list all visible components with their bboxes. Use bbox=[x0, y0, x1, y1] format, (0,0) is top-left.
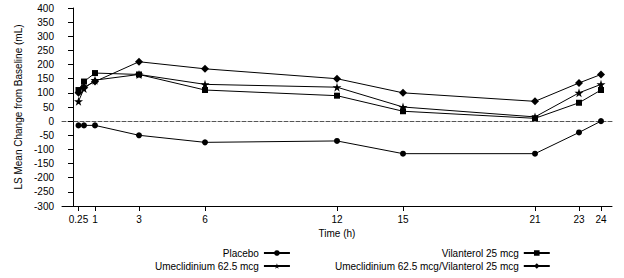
svg-text:Time (h): Time (h) bbox=[319, 228, 356, 239]
svg-text:Placebo: Placebo bbox=[223, 248, 260, 259]
svg-text:0.25: 0.25 bbox=[69, 214, 89, 225]
svg-text:15: 15 bbox=[397, 214, 409, 225]
svg-text:0: 0 bbox=[48, 116, 54, 127]
svg-text:50: 50 bbox=[43, 102, 55, 113]
svg-text:6: 6 bbox=[202, 214, 208, 225]
svg-text:-200: -200 bbox=[34, 172, 54, 183]
svg-text:-250: -250 bbox=[34, 186, 54, 197]
svg-text:150: 150 bbox=[37, 73, 54, 84]
svg-text:Umeclidinium 62.5 mcg: Umeclidinium 62.5 mcg bbox=[155, 261, 259, 272]
svg-text:24: 24 bbox=[595, 214, 607, 225]
svg-text:-100: -100 bbox=[34, 144, 54, 155]
svg-text:21: 21 bbox=[529, 214, 541, 225]
svg-text:100: 100 bbox=[37, 87, 54, 98]
svg-text:350: 350 bbox=[37, 17, 54, 28]
svg-text:3: 3 bbox=[136, 214, 142, 225]
svg-text:12: 12 bbox=[331, 214, 343, 225]
svg-text:Vilanterol 25 mcg: Vilanterol 25 mcg bbox=[442, 248, 519, 259]
svg-text:Umeclidinium 62.5 mcg/Vilanter: Umeclidinium 62.5 mcg/Vilanterol 25 mcg bbox=[335, 261, 519, 272]
svg-text:-300: -300 bbox=[34, 201, 54, 212]
svg-text:LS Mean Change from Baseline (: LS Mean Change from Baseline (mL) bbox=[13, 24, 24, 189]
svg-text:-50: -50 bbox=[40, 130, 55, 141]
svg-text:250: 250 bbox=[37, 45, 54, 56]
svg-text:200: 200 bbox=[37, 59, 54, 70]
svg-text:300: 300 bbox=[37, 31, 54, 42]
svg-text:-150: -150 bbox=[34, 158, 54, 169]
svg-text:400: 400 bbox=[37, 3, 54, 14]
svg-text:23: 23 bbox=[573, 214, 585, 225]
svg-text:1: 1 bbox=[92, 214, 98, 225]
